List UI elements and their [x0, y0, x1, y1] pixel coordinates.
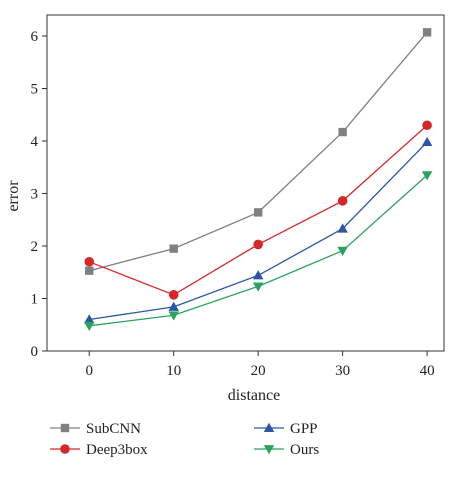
- series-layer: [83, 28, 433, 332]
- data-point-deep3box: [337, 196, 348, 206]
- data-point-gpp: [337, 223, 348, 233]
- data-point-gpp: [252, 270, 264, 280]
- legend-label-ours: Ours: [290, 442, 319, 458]
- y-tick-label: 2: [31, 239, 39, 255]
- data-point-ours: [252, 282, 264, 292]
- axis-titles-layer: distance error: [5, 180, 280, 404]
- plot-frame-layer: [46, 14, 445, 352]
- legend-marker-subcnn: [60, 423, 70, 433]
- data-point-subcnn: [253, 208, 263, 217]
- data-point-deep3box: [422, 120, 432, 131]
- legend-item-gpp: GPP: [254, 421, 318, 437]
- data-point-gpp: [83, 314, 95, 324]
- data-point-ours: [83, 321, 95, 332]
- legend-label-gpp: GPP: [290, 421, 318, 437]
- data-point-deep3box: [168, 290, 179, 300]
- data-point-subcnn: [85, 266, 94, 275]
- series-gpp: [83, 136, 433, 324]
- x-axis-title: distance: [228, 387, 280, 404]
- x-tick-label: 10: [166, 363, 181, 379]
- y-tick-label: 4: [31, 134, 39, 150]
- y-tick-label: 3: [31, 187, 39, 203]
- series-line-subcnn: [89, 31, 428, 272]
- plot-frame: [46, 14, 445, 352]
- y-tick-label: 1: [31, 292, 39, 308]
- legend-item-ours: Ours: [254, 442, 319, 458]
- series-line-gpp: [89, 141, 428, 321]
- legend-marker-gpp: [263, 422, 275, 432]
- data-point-subcnn: [422, 28, 432, 37]
- x-tick-label: 20: [251, 363, 266, 379]
- ticks-layer: 0 10 20 30 40 0 1 2 3 4 5 6: [31, 29, 435, 379]
- data-point-subcnn: [169, 244, 178, 253]
- legend-item-subcnn: SubCNN: [50, 421, 141, 437]
- x-tick-label: 30: [335, 363, 350, 379]
- y-tick-label: 6: [31, 29, 39, 45]
- legend-marker-deep3box: [60, 444, 70, 454]
- data-point-deep3box: [253, 239, 263, 250]
- data-point-gpp: [168, 301, 179, 311]
- legend-marker-ours: [263, 445, 275, 455]
- y-axis-title: error: [5, 180, 22, 212]
- data-point-deep3box: [84, 256, 95, 267]
- data-point-ours: [168, 311, 179, 321]
- y-tick-label: 5: [31, 82, 39, 98]
- data-point-ours: [421, 171, 433, 181]
- legend-label-subcnn: SubCNN: [86, 421, 141, 437]
- legend-item-deep3box: Deep3box: [50, 442, 148, 458]
- series-line-ours: [89, 174, 428, 327]
- x-tick-label: 0: [85, 363, 93, 379]
- series-subcnn: [85, 28, 432, 275]
- data-point-gpp: [421, 136, 433, 146]
- data-point-subcnn: [338, 127, 347, 137]
- series-ours: [83, 171, 433, 332]
- y-tick-label: 0: [31, 344, 39, 360]
- x-tick-label: 40: [420, 363, 435, 379]
- legend-label-deep3box: Deep3box: [86, 442, 148, 458]
- legend: SubCNN Deep3box GPP Ours: [50, 421, 319, 458]
- data-point-ours: [337, 246, 348, 256]
- series-deep3box: [84, 120, 432, 300]
